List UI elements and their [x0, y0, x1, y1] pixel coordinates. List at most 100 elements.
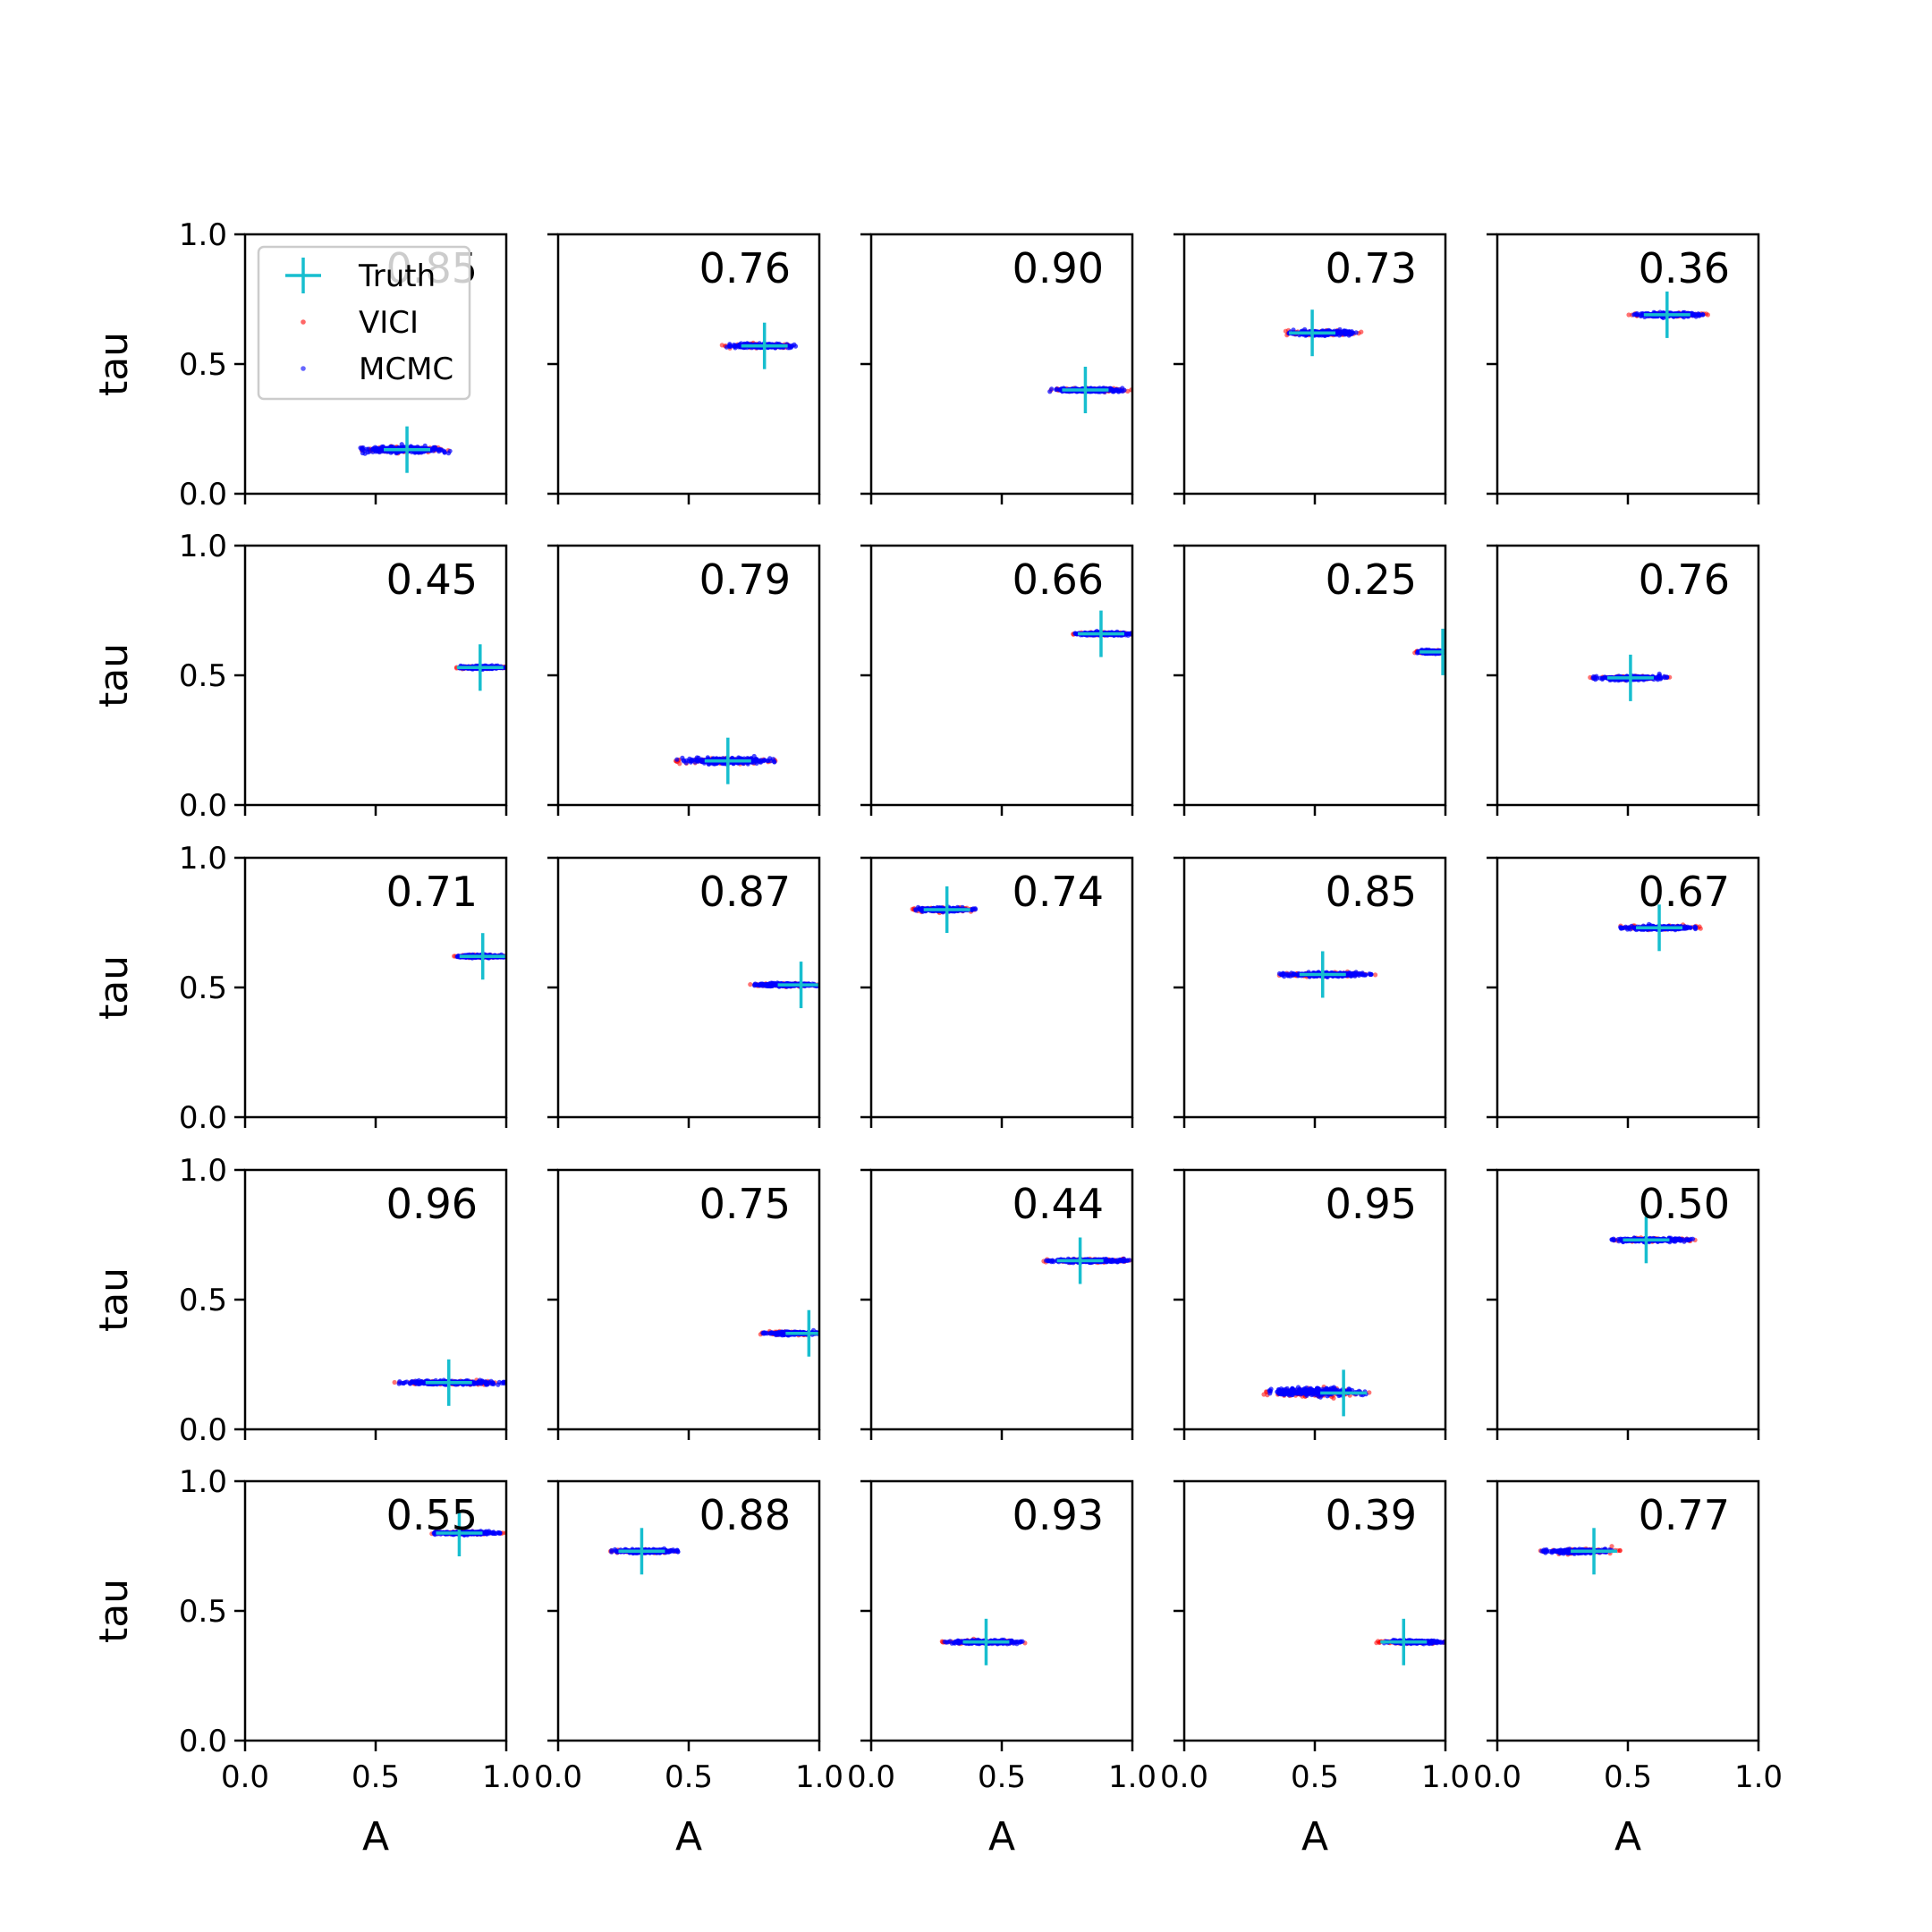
- subplot-5: 0.36: [1487, 233, 1760, 504]
- mcmc-sample-point: [1349, 330, 1354, 335]
- mcmc-sample-point: [1107, 386, 1113, 391]
- y-tick-label: 0.0: [179, 788, 227, 824]
- mcmc-sample-point: [1697, 312, 1702, 318]
- scatter-points: [1071, 610, 1132, 657]
- scatter-points: [1283, 309, 1364, 357]
- scatter-points: [719, 322, 799, 369]
- truth-marker: [1419, 628, 1445, 675]
- mcmc-sample-point: [765, 758, 770, 764]
- subplot-12: 0.87: [547, 856, 821, 1128]
- mcmc-sample-point: [1054, 387, 1059, 393]
- mcmc-sample-point: [772, 758, 777, 765]
- scatter-points: [673, 737, 778, 784]
- subplot-13: 0.74: [860, 856, 1134, 1128]
- scatter-points: [910, 886, 979, 933]
- subplot-14: 0.85: [1174, 856, 1447, 1128]
- truth-marker: [1062, 367, 1109, 413]
- score-annotation: 0.25: [1326, 555, 1417, 604]
- scatter-points: [748, 962, 819, 1009]
- mcmc-sample-point: [1594, 675, 1600, 681]
- mcmc-sample-point: [1604, 674, 1609, 681]
- y-tick-label: 1.0: [179, 217, 227, 253]
- subplot-6: 0.0 0.5 1.0 tau 0.45: [91, 529, 508, 824]
- subplot-11: 0.0 0.5 1.0 tau 0.71: [91, 841, 508, 1136]
- scatter-points: [358, 426, 453, 473]
- scatter-points: [453, 644, 506, 691]
- mcmc-sample-point: [442, 449, 447, 455]
- mcmc-sample-point: [377, 445, 382, 451]
- y-tick-label: 0.0: [179, 1100, 227, 1136]
- vici-sample-point: [1359, 329, 1364, 335]
- score-annotation: 0.79: [699, 555, 791, 604]
- mcmc-sample-point: [694, 758, 699, 763]
- truth-marker: [1643, 291, 1690, 338]
- y-tick-label: 0.0: [179, 477, 227, 513]
- mcmc-sample-point: [365, 450, 370, 455]
- scatter-points: [1276, 951, 1378, 998]
- score-annotation: 0.74: [1013, 868, 1104, 916]
- scatter-points: [1588, 654, 1673, 701]
- mcmc-sample-point: [682, 758, 687, 764]
- mcmc-sample-point: [915, 904, 921, 911]
- y-tick-label: 0.5: [179, 970, 227, 1006]
- truth-marker: [777, 962, 819, 1009]
- mcmc-sample-point: [1690, 312, 1696, 318]
- subplot-10: 0.76: [1487, 544, 1760, 816]
- mcmc-sample-point: [754, 757, 759, 762]
- subplot-3: 0.90: [860, 233, 1134, 504]
- mcmc-sample-point: [373, 448, 378, 453]
- mcmc-sample-point: [1657, 675, 1663, 681]
- mcmc-sample-point: [674, 757, 680, 762]
- mcmc-sample-point: [433, 445, 438, 450]
- y-tick-label: 1.0: [179, 529, 227, 564]
- scatter-points: [452, 933, 506, 980]
- mcmc-sample-point: [1122, 387, 1127, 393]
- mcmc-sample-point: [972, 907, 979, 912]
- y-axis-label: tau: [91, 955, 137, 1020]
- truth-marker: [1606, 654, 1654, 701]
- y-axis-label: tau: [91, 643, 137, 708]
- mcmc-sample-point: [1700, 312, 1706, 318]
- score-annotation: 0.66: [1013, 555, 1104, 604]
- mcmc-sample-point: [745, 761, 750, 767]
- mcmc-sample-point: [1338, 332, 1343, 337]
- vici-sample-point: [1705, 312, 1710, 318]
- vici-sample-point: [1373, 972, 1378, 978]
- mcmc-sample-point: [761, 758, 767, 764]
- mcmc-sample-point: [757, 983, 762, 988]
- mcmc-sample-point: [1115, 388, 1121, 394]
- scatter-points: [1412, 628, 1445, 675]
- truth-marker: [1289, 309, 1336, 357]
- score-annotation: 0.76: [1639, 555, 1730, 604]
- subplot-4: 0.73: [1174, 233, 1447, 504]
- score-annotation: 0.45: [386, 555, 478, 604]
- mcmc-sample-point: [445, 451, 452, 456]
- mcmc-sample-point: [1057, 387, 1063, 393]
- mcmc-sample-point: [769, 983, 775, 988]
- score-annotation: 0.76: [699, 244, 791, 292]
- y-tick-label: 1.0: [179, 841, 227, 877]
- mcmc-sample-point: [758, 759, 763, 765]
- mcmc-sample-point: [727, 343, 733, 348]
- score-annotation: 0.90: [1013, 244, 1104, 292]
- mcmc-sample-point: [437, 446, 443, 452]
- truth-marker: [456, 644, 504, 691]
- truth-marker: [741, 322, 788, 369]
- score-annotation: 0.71: [386, 868, 478, 916]
- mcmc-sample-point: [1047, 389, 1053, 394]
- score-annotation: 0.36: [1639, 244, 1730, 292]
- y-axis-label: tau: [91, 332, 137, 396]
- y-tick-label: 0.5: [179, 658, 227, 694]
- subplot-7: 0.79: [547, 544, 821, 816]
- y-tick-label: 0.5: [179, 347, 227, 383]
- truth-marker: [704, 737, 751, 784]
- truth-marker: [923, 886, 970, 933]
- mcmc-sample-point: [919, 906, 925, 911]
- mcmc-sample-point: [1367, 971, 1372, 977]
- subplot-8: 0.66: [860, 544, 1134, 816]
- truth-marker: [459, 933, 506, 980]
- truth-marker: [384, 426, 431, 473]
- vici-sample-point: [719, 343, 724, 348]
- score-annotation: 0.73: [1326, 244, 1417, 292]
